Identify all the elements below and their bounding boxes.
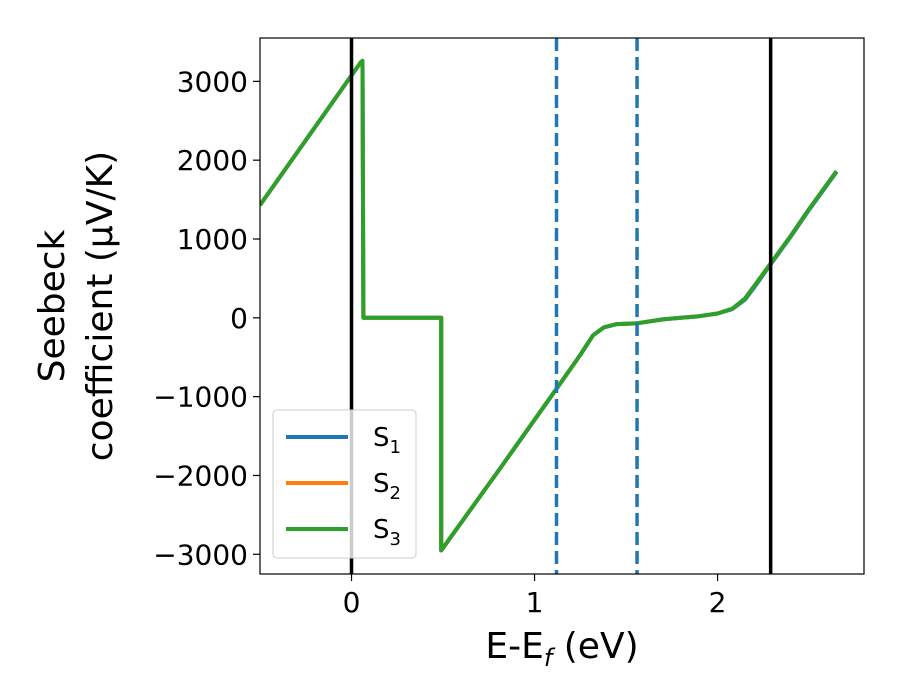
y-tick-label: −3000 <box>153 538 248 571</box>
legend-label-3: S3 <box>373 515 401 550</box>
legend: S1 S2 S3 <box>272 409 417 559</box>
plot-lines-layer <box>260 58 839 553</box>
y-tick-label: 1000 <box>177 223 248 256</box>
ticks-layer: 0 1 2 −3000 −2000 −1000 0 1000 2000 3000 <box>153 65 726 619</box>
series-line-3 <box>260 58 839 553</box>
x-axis-label: E-Ef (eV) <box>485 626 638 672</box>
legend-label-2: S2 <box>373 469 401 504</box>
x-tick-label: 2 <box>709 586 727 619</box>
plot-frame <box>259 37 865 575</box>
y-tick-label: −1000 <box>153 381 248 414</box>
y-tick-label: 3000 <box>177 65 248 98</box>
y-tick-label: 2000 <box>177 144 248 177</box>
y-axis-label-line2: coefficient (μV/K) <box>80 151 121 461</box>
y-tick-label: 0 <box>230 302 248 335</box>
y-tick-label: −2000 <box>153 459 248 492</box>
x-tick-label: 0 <box>343 586 361 619</box>
legend-label-1: S1 <box>373 423 401 458</box>
y-axis-label-line1: Seebeck <box>32 229 73 382</box>
x-tick-label: 1 <box>526 586 544 619</box>
